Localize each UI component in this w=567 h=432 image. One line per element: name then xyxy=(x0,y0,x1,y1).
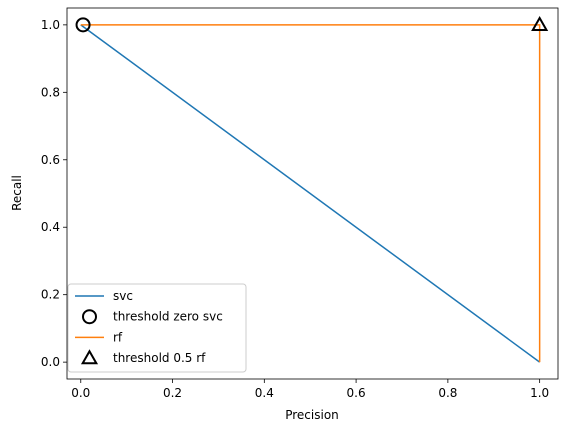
legend-marker-handle xyxy=(82,309,97,325)
data-point-threshold-zero-svc xyxy=(75,17,91,33)
legend-marker-handle xyxy=(80,349,99,365)
x-tick-label: 0.2 xyxy=(163,386,182,400)
data-point-threshold-0.5-rf xyxy=(531,16,549,31)
plot-frame xyxy=(66,7,559,380)
series-line-svc xyxy=(80,24,541,363)
y-tick-label: 0.4 xyxy=(41,220,60,234)
x-axis-label: Precision xyxy=(285,408,339,422)
y-axis-ticks: 0.0 0.2 0.4 0.6 0.8 1.0 xyxy=(41,18,67,369)
legend-box xyxy=(67,283,247,373)
legend-label: threshold zero svc xyxy=(113,310,223,324)
y-tick-label: 0.6 xyxy=(41,153,60,167)
x-tick-label: 0.0 xyxy=(71,386,90,400)
x-tick-label: 0.4 xyxy=(255,386,274,400)
legend-label: svc xyxy=(113,289,133,303)
series-line-rf xyxy=(80,24,541,363)
legend: svc threshold zero svc rf threshold 0.5 rf xyxy=(67,283,247,373)
y-tick-label: 0.2 xyxy=(41,288,60,302)
x-tick-label: 1.0 xyxy=(530,386,549,400)
series-markers xyxy=(75,16,549,33)
x-tick-label: 0.8 xyxy=(438,386,457,400)
y-tick-label: 1.0 xyxy=(41,18,60,32)
x-axis-ticks: 0.0 0.2 0.4 0.6 0.8 1.0 xyxy=(71,379,549,400)
x-tick-label: 0.6 xyxy=(347,386,366,400)
y-tick-label: 0.8 xyxy=(41,85,60,99)
legend-label: threshold 0.5 rf xyxy=(113,351,206,365)
y-axis-label: Recall xyxy=(10,175,24,211)
y-tick-label: 0.0 xyxy=(41,355,60,369)
series-lines xyxy=(80,24,541,363)
legend-label: rf xyxy=(113,330,123,344)
